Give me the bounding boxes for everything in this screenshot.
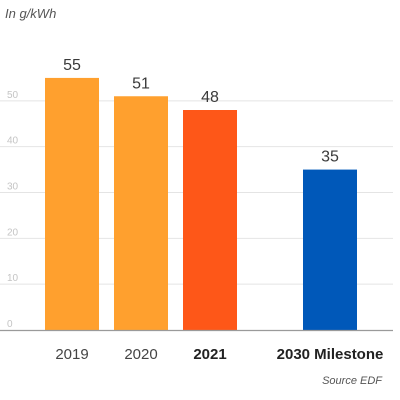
bar-2019 xyxy=(45,77,99,331)
value-label: 51 xyxy=(132,75,150,92)
x-tick-label: 2020 xyxy=(124,346,157,363)
source-label: Source EDF xyxy=(322,375,382,387)
x-tick-label: 2030 Milestone xyxy=(277,346,384,363)
value-label: 48 xyxy=(201,89,219,106)
y-tick-label-10: 10 xyxy=(7,273,19,284)
bar-2020 xyxy=(114,96,168,330)
y-tick-label-20: 20 xyxy=(7,227,19,238)
y-tick-label-0: 0 xyxy=(7,319,13,330)
y-tick-label-50: 50 xyxy=(7,90,19,101)
y-tick-label-40: 40 xyxy=(7,136,19,147)
x-tick-label: 2019 xyxy=(55,346,88,363)
value-label: 35 xyxy=(321,149,339,166)
bar-2021 xyxy=(183,110,237,330)
bar-2030-milestone xyxy=(303,169,357,330)
unit-label: In g/kWh xyxy=(5,6,57,21)
x-tick-label: 2021 xyxy=(193,346,226,363)
value-label: 55 xyxy=(63,57,81,74)
y-tick-label-30: 30 xyxy=(7,182,19,193)
